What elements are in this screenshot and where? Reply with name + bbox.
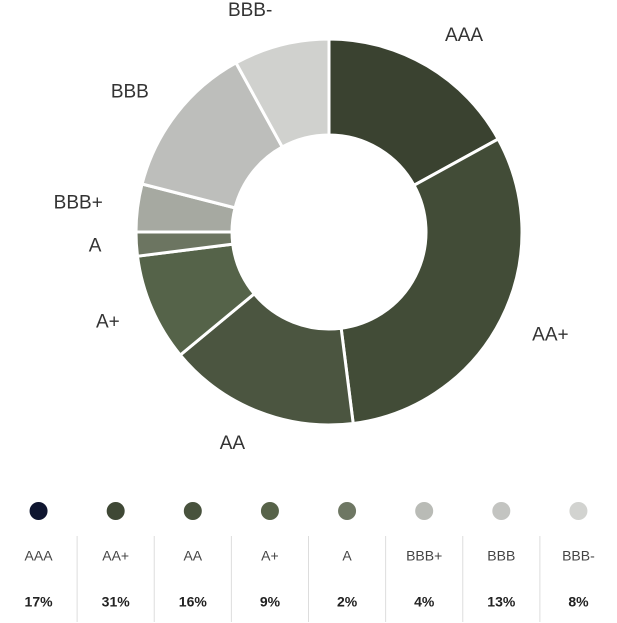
legend-dot xyxy=(338,502,357,520)
slice-label: A xyxy=(89,235,102,256)
slice xyxy=(339,136,524,426)
legend-dot xyxy=(106,502,125,520)
slice-label: AA+ xyxy=(532,325,568,346)
slice xyxy=(233,37,331,150)
slice-label: BBB+ xyxy=(54,192,103,213)
legend-value: 16% xyxy=(179,594,208,610)
legend-value: 4% xyxy=(414,594,435,610)
legend-dot xyxy=(415,502,434,520)
legend-category: BBB xyxy=(487,548,515,564)
legend-value: 9% xyxy=(260,594,281,610)
legend-value: 8% xyxy=(568,594,589,610)
legend-value: 2% xyxy=(337,594,358,610)
slice-label: AA xyxy=(220,433,246,454)
slice-label: BBB xyxy=(111,81,149,102)
legend-category: BBB+ xyxy=(406,548,442,564)
legend-dot xyxy=(569,502,588,520)
slice-label: BBB- xyxy=(228,0,272,21)
legend-dot xyxy=(260,502,279,520)
legend-dot xyxy=(492,502,511,520)
legend-category: A xyxy=(342,548,352,564)
slice-label: A+ xyxy=(96,312,120,333)
legend-category: AA xyxy=(183,548,202,564)
legend-dot xyxy=(183,502,202,520)
slice xyxy=(327,37,501,188)
slice-label: AAA xyxy=(445,25,483,46)
legend-category: AA+ xyxy=(102,548,129,564)
slice xyxy=(178,291,355,427)
legend-category: BBB- xyxy=(562,548,595,564)
legend-value: 31% xyxy=(102,594,131,610)
legend-dot xyxy=(29,502,48,520)
legend-value: 13% xyxy=(487,594,516,610)
legend-category: A+ xyxy=(261,548,279,564)
legend-value: 17% xyxy=(25,594,54,610)
legend-category: AAA xyxy=(25,548,54,564)
